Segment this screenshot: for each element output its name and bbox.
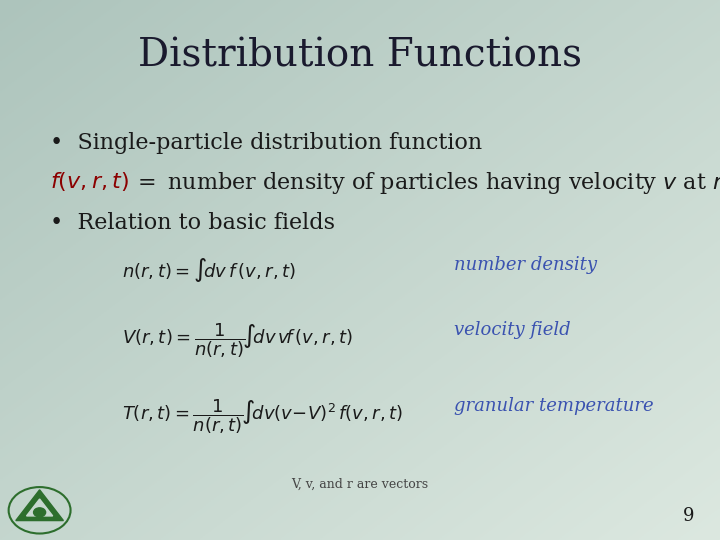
Text: Distribution Functions: Distribution Functions [138, 38, 582, 75]
Text: $\mathit{f(v,r,t)}$: $\mathit{f(v,r,t)}$ [50, 170, 130, 193]
Text: •  Single-particle distribution function: • Single-particle distribution function [50, 132, 482, 154]
Text: $n(r,t) = \int\!dv\,f\,(v,r,t)$: $n(r,t) = \int\!dv\,f\,(v,r,t)$ [122, 256, 296, 285]
Text: 9: 9 [683, 507, 695, 525]
Text: $T(r,t) = \dfrac{1}{n(r,t)}\!\int\!dv(v\!-\!V)^2\,f(v,r,t)$: $T(r,t) = \dfrac{1}{n(r,t)}\!\int\!dv(v\… [122, 397, 403, 436]
Text: •  Relation to basic fields: • Relation to basic fields [50, 212, 336, 234]
Text: V, v, and r are vectors: V, v, and r are vectors [292, 478, 428, 491]
Text: $V(r,t) = \dfrac{1}{n(r,t)}\!\int\!dv\,v\!f\,(v,r,t)$: $V(r,t) = \dfrac{1}{n(r,t)}\!\int\!dv\,v… [122, 321, 354, 360]
Text: velocity field: velocity field [454, 321, 570, 339]
Polygon shape [16, 490, 63, 521]
Polygon shape [27, 499, 53, 516]
Text: granular temperature: granular temperature [454, 397, 653, 415]
Text: number density: number density [454, 256, 597, 274]
Circle shape [34, 508, 45, 517]
Text: $=$ number density of particles having velocity $\mathit{v}$ at $\mathit{r,t}$: $=$ number density of particles having v… [133, 170, 720, 196]
